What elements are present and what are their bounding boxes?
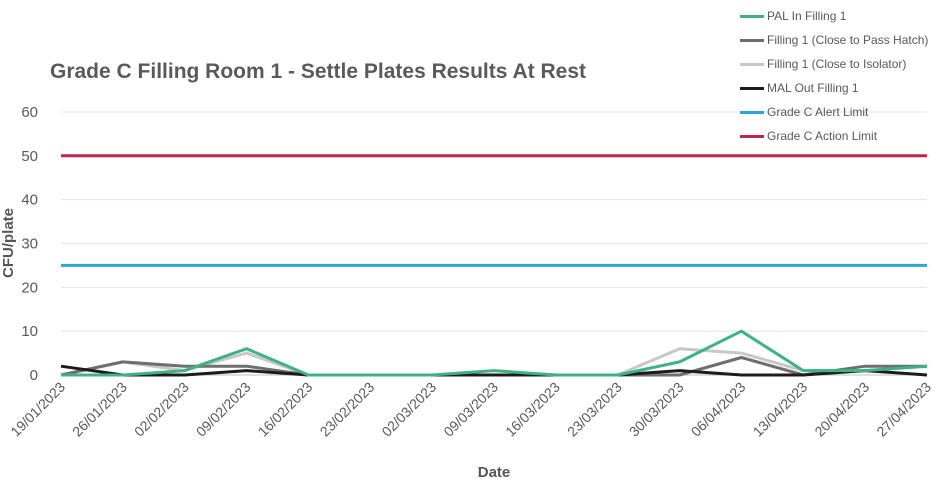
legend-label: Grade C Action Limit <box>767 129 878 143</box>
x-tick-label: 19/01/2023 <box>7 379 68 440</box>
x-tick-label: 09/02/2023 <box>193 379 254 440</box>
series-lines <box>60 154 928 377</box>
legend-item: MAL Out Filling 1 <box>740 76 928 100</box>
x-tick-labels: 19/01/2023 26/01/2023 02/02/2023 09/02/2023… <box>7 379 934 440</box>
legend-label: Grade C Alert Limit <box>767 105 869 119</box>
series-line-pal-in-filling-1 <box>61 329 928 377</box>
legend-swatch <box>740 134 764 138</box>
x-tick-label: 23/02/2023 <box>317 379 378 440</box>
y-tick-label: 60 <box>21 104 38 121</box>
x-tick-label: 30/03/2023 <box>626 379 687 440</box>
legend-label: MAL Out Filling 1 <box>767 81 859 95</box>
x-tick-label: 16/02/2023 <box>255 379 316 440</box>
x-tick-label: 16/03/2023 <box>502 379 563 440</box>
legend-item: Grade C Alert Limit <box>740 100 928 124</box>
y-tick-labels: 0 10 20 30 40 50 60 <box>21 104 38 384</box>
y-tick-label: 0 <box>30 367 38 384</box>
x-tick-label: 27/04/2023 <box>873 379 934 440</box>
chart-title: Grade C Filling Room 1 - Settle Plates R… <box>50 60 587 83</box>
y-tick-label: 40 <box>21 192 38 209</box>
legend-swatch <box>740 14 764 18</box>
y-tick-label: 50 <box>21 148 38 165</box>
legend-swatch <box>740 110 764 114</box>
x-tick-label: 23/03/2023 <box>564 379 625 440</box>
x-tick-label: 20/04/2023 <box>811 379 872 440</box>
x-tick-label: 26/01/2023 <box>69 379 130 440</box>
legend-label: Filling 1 (Close to Isolator) <box>767 57 907 71</box>
legend-item: PAL In Filling 1 <box>740 4 928 28</box>
legend-item: Grade C Action Limit <box>740 124 928 148</box>
legend-swatch <box>740 62 764 66</box>
y-tick-label: 20 <box>21 279 38 296</box>
legend-label: Filling 1 (Close to Pass Hatch) <box>767 33 929 47</box>
y-axis-title: CFU/plate <box>0 208 17 278</box>
legend-item: Filling 1 (Close to Pass Hatch) <box>740 28 928 52</box>
grid-lines <box>61 111 927 376</box>
x-tick-label: 13/04/2023 <box>750 379 811 440</box>
legend-item: Filling 1 (Close to Isolator) <box>740 52 928 76</box>
x-tick-label: 02/02/2023 <box>131 379 192 440</box>
series-line-mal-out-filling-1 <box>60 364 928 377</box>
y-tick-label: 10 <box>21 323 38 340</box>
legend-swatch <box>740 86 764 90</box>
x-tick-label: 02/03/2023 <box>378 379 439 440</box>
legend: PAL In Filling 1 Filling 1 (Close to Pass… <box>740 4 928 148</box>
x-tick-label: 06/04/2023 <box>688 379 749 440</box>
y-tick-label: 30 <box>21 236 38 253</box>
legend-swatch <box>740 38 764 42</box>
x-tick-label: 09/03/2023 <box>440 379 501 440</box>
x-axis-title: Date <box>478 464 511 479</box>
legend-label: PAL In Filling 1 <box>767 9 847 23</box>
